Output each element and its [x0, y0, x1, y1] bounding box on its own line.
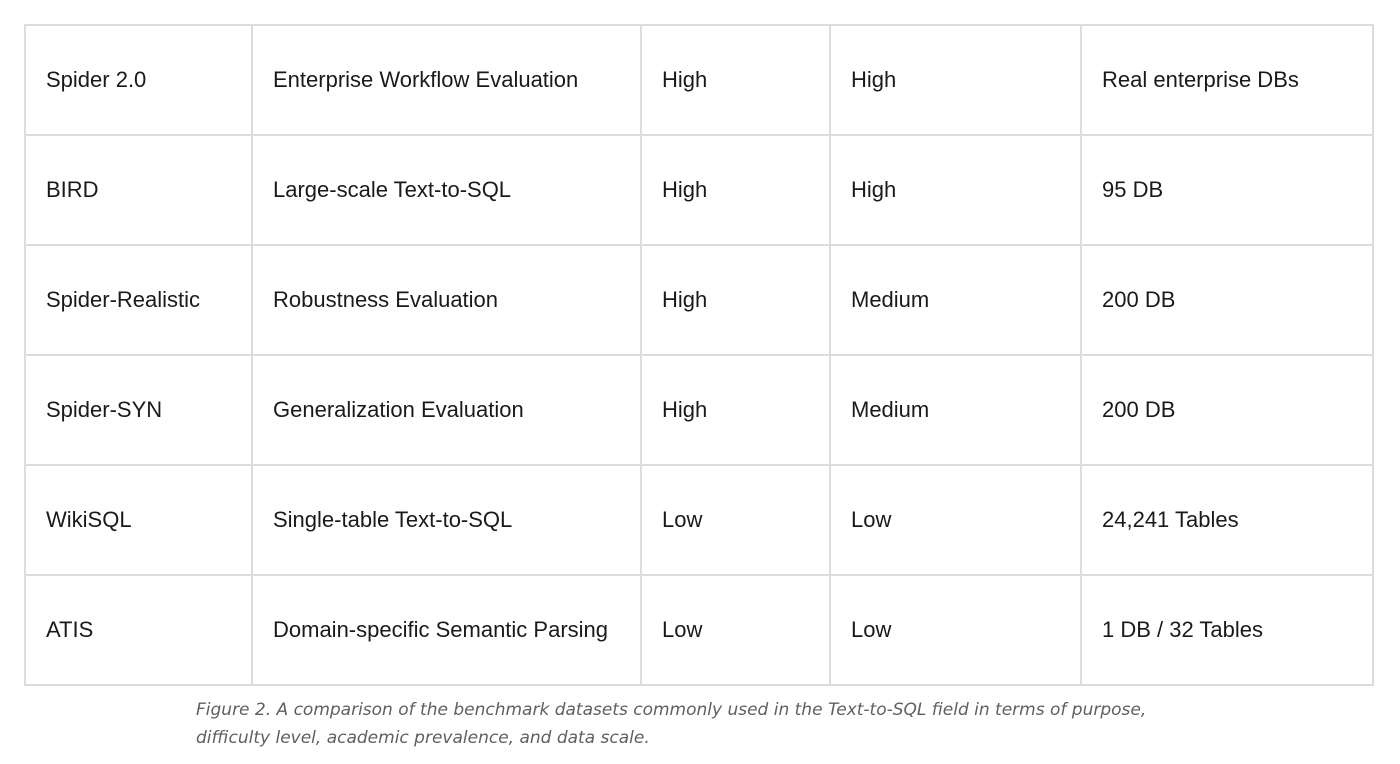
data-scale-cell: 200 DB: [1080, 354, 1374, 466]
dataset-name-cell: ATIS: [24, 574, 253, 686]
purpose-cell: Robustness Evaluation: [251, 244, 642, 356]
difficulty-cell: High: [640, 24, 831, 136]
prevalence-cell: Low: [829, 464, 1082, 576]
table-row: Spider 2.0 Enterprise Workflow Evaluatio…: [24, 24, 1374, 136]
dataset-name-cell: WikiSQL: [24, 464, 253, 576]
table-row: Spider-SYN Generalization Evaluation Hig…: [24, 354, 1374, 466]
prevalence-cell: High: [829, 24, 1082, 136]
prevalence-cell: Low: [829, 574, 1082, 686]
difficulty-cell: Low: [640, 574, 831, 686]
dataset-name-cell: Spider 2.0: [24, 24, 253, 136]
benchmark-table: Spider 2.0 Enterprise Workflow Evaluatio…: [24, 24, 1374, 686]
purpose-cell: Generalization Evaluation: [251, 354, 642, 466]
table-row: ATIS Domain-specific Semantic Parsing Lo…: [24, 574, 1374, 686]
purpose-cell: Domain-specific Semantic Parsing: [251, 574, 642, 686]
table-row: BIRD Large-scale Text-to-SQL High High 9…: [24, 134, 1374, 246]
data-scale-cell: 95 DB: [1080, 134, 1374, 246]
prevalence-cell: High: [829, 134, 1082, 246]
purpose-cell: Single-table Text-to-SQL: [251, 464, 642, 576]
data-scale-cell: 1 DB / 32 Tables: [1080, 574, 1374, 686]
difficulty-cell: Low: [640, 464, 831, 576]
prevalence-cell: Medium: [829, 244, 1082, 356]
benchmark-table-container: Spider 2.0 Enterprise Workflow Evaluatio…: [24, 24, 1374, 686]
data-scale-cell: Real enterprise DBs: [1080, 24, 1374, 136]
figure-caption: Figure 2. A comparison of the benchmark …: [196, 700, 1147, 748]
difficulty-cell: High: [640, 134, 831, 246]
dataset-name-cell: Spider-SYN: [24, 354, 253, 466]
difficulty-cell: High: [640, 244, 831, 356]
dataset-name-cell: BIRD: [24, 134, 253, 246]
dataset-name-cell: Spider-Realistic: [24, 244, 253, 356]
purpose-cell: Large-scale Text-to-SQL: [251, 134, 642, 246]
data-scale-cell: 24,241 Tables: [1080, 464, 1374, 576]
prevalence-cell: Medium: [829, 354, 1082, 466]
table-row: WikiSQL Single-table Text-to-SQL Low Low…: [24, 464, 1374, 576]
purpose-cell: Enterprise Workflow Evaluation: [251, 24, 642, 136]
table-row: Spider-Realistic Robustness Evaluation H…: [24, 244, 1374, 356]
data-scale-cell: 200 DB: [1080, 244, 1374, 356]
difficulty-cell: High: [640, 354, 831, 466]
